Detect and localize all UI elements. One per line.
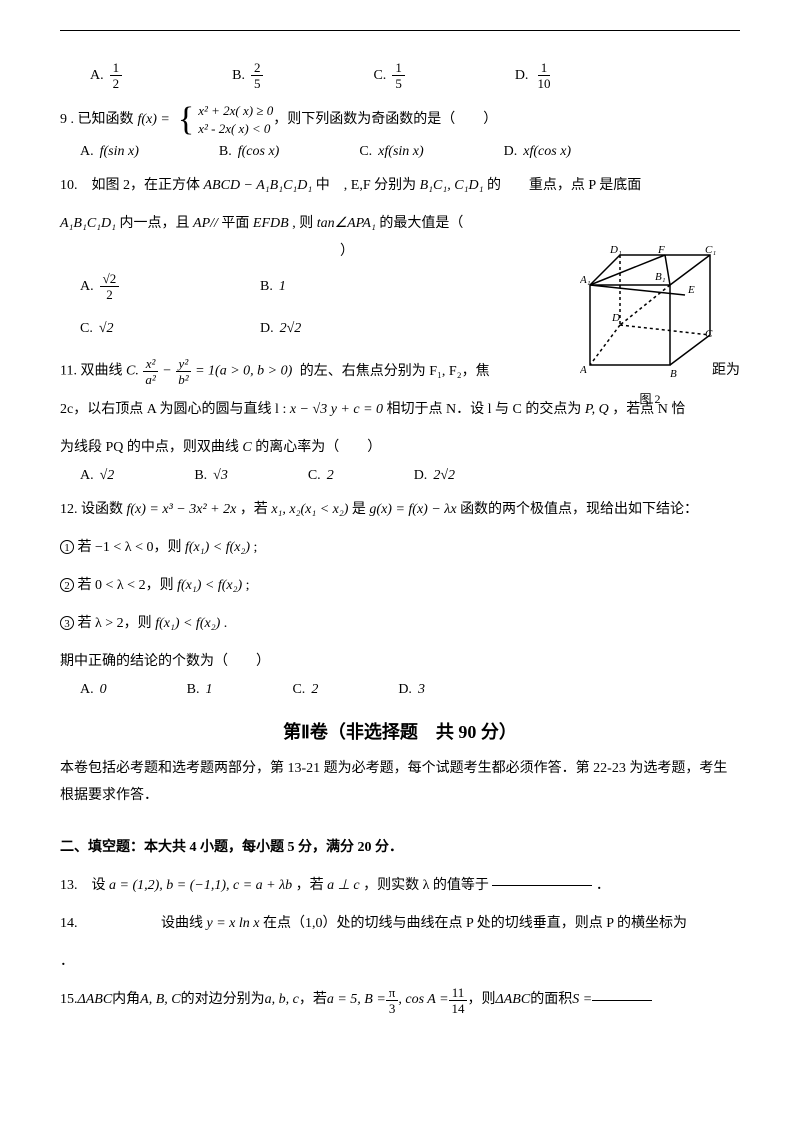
svg-text:D₁: D₁ <box>609 245 622 256</box>
section-2-desc: 本卷包括必考题和选考题两部分，第 13-21 题为必考题，每个试题考生都必须作答… <box>60 756 740 809</box>
q14-end: ． <box>60 948 740 976</box>
svg-text:C₁: C₁ <box>705 245 716 256</box>
q9-suffix: ，则下列函数为奇函数的是（ ） <box>273 106 497 134</box>
q11-stem-3: 为线段 PQ 的中点，则双曲线 C 的离心率为（ ） <box>60 434 740 462</box>
q9-fx: f(x) = <box>138 106 170 134</box>
q12-end: 期中正确的结论的个数为（ ） <box>60 648 740 676</box>
q12-c1: 1 若 −1 < λ < 0，则 f(x₁) < f(x₂) ; <box>60 534 740 562</box>
q12-stem: 12. 设函数 f(x) = x³ − 3x² + 2x ，若 x₁, x₂(x… <box>60 496 740 524</box>
q15: 15. ΔABC 内角 A, B, C 的对边分别为 a, b, c ，若 a … <box>60 986 740 1015</box>
svg-text:B: B <box>670 368 677 380</box>
choice-C-label: C. <box>373 68 386 84</box>
svg-text:C: C <box>705 328 713 340</box>
fill-title: 二、填空题：本大共 4 小题，每小题 5 分，满分 20 分． <box>60 834 740 862</box>
q13: 13. 设 a = (1,2), b = (−1,1), c = a + λb … <box>60 872 740 900</box>
q9-choices: A.f(sin x) B.f(cos x) C.xf(sin x) D.xf(c… <box>80 144 740 160</box>
page-top-rule <box>60 30 740 31</box>
choice-B-label: B. <box>232 68 245 84</box>
cube-figure: D₁ F C₁ A₁ B₁ E D C A B 图 2 <box>580 245 720 385</box>
cube-icon: D₁ F C₁ A₁ B₁ E D C A B <box>580 245 720 385</box>
blank-line <box>492 885 592 886</box>
svg-text:F: F <box>657 245 665 256</box>
svg-text:A: A <box>580 364 587 376</box>
blank-line <box>592 1000 652 1001</box>
choice-D-label: D. <box>515 68 529 84</box>
q8-choices: A. 12 B. 25 C. 15 D. 110 <box>90 61 740 90</box>
q9-prefix: 9 . 已知函数 <box>60 106 134 134</box>
q10-stem: 10. 如图 2，在正方体 ABCD − A₁B₁C₁D₁ 中 , E,F 分别… <box>60 172 740 200</box>
svg-text:B₁: B₁ <box>655 271 666 283</box>
section-2-title: 第Ⅱ卷（非选择题 共 90 分） <box>60 718 740 744</box>
choice-A-label: A. <box>90 68 104 84</box>
svg-text:A₁: A₁ <box>580 274 591 286</box>
q12-choices: A.0 B.1 C.2 D.3 <box>80 682 740 698</box>
fig-label: 图 2 <box>580 390 720 407</box>
q9-stem: 9 . 已知函数 f(x) = { x² + 2x( x) ≥ 0 x² - 2… <box>60 102 740 138</box>
q12-c3: 3 若 λ > 2，则 f(x₁) < f(x₂) . <box>60 610 740 638</box>
q11-choices: A.√2 B.√3 C.2 D.2√2 <box>80 468 740 484</box>
q14: 14. 设曲线 y = x ln x 在点（1,0）处的切线与曲线在点 P 处的… <box>60 910 740 938</box>
q12-c2: 2 若 0 < λ < 2，则 f(x₁) < f(x₂) ; <box>60 572 740 600</box>
q9-case1: x² + 2x( x) ≥ 0 <box>198 102 273 120</box>
svg-text:D: D <box>611 312 620 324</box>
svg-text:E: E <box>687 284 695 296</box>
q10-choices: A. √22 B.1 C.√2 D.2√2 <box>80 272 460 337</box>
q9-case2: x² - 2x( x) < 0 <box>198 120 273 138</box>
